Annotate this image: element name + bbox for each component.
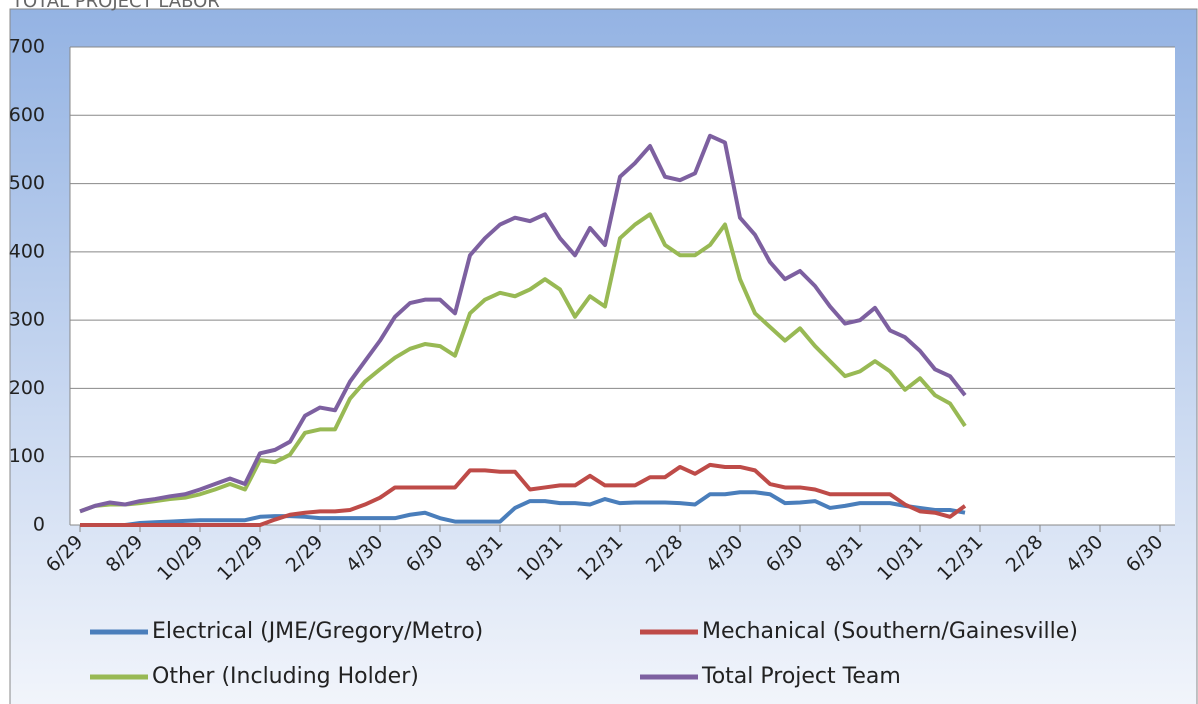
y-tick-label: 600 <box>9 104 45 126</box>
y-tick-label: 400 <box>9 240 45 262</box>
legend-label: Total Project Team <box>701 664 901 689</box>
legend-label: Other (Including Holder) <box>152 664 419 689</box>
y-tick-label: 100 <box>9 445 45 467</box>
legend-label: Mechanical (Southern/Gainesville) <box>702 619 1078 644</box>
y-tick-label: 700 <box>9 36 45 58</box>
chart-title: TOTAL PROJECT LABOR <box>11 0 220 12</box>
series-line <box>79 212 967 514</box>
y-tick-label: 0 <box>33 514 45 536</box>
y-tick-label: 200 <box>9 377 45 399</box>
series-line <box>79 133 967 514</box>
plot-area <box>70 47 1175 525</box>
y-tick-label: 300 <box>9 309 45 331</box>
series-line <box>80 462 967 527</box>
series-line <box>80 490 966 527</box>
y-tick-label: 500 <box>9 172 45 194</box>
legend-label: Electrical (JME/Gregory/Metro) <box>152 619 483 644</box>
